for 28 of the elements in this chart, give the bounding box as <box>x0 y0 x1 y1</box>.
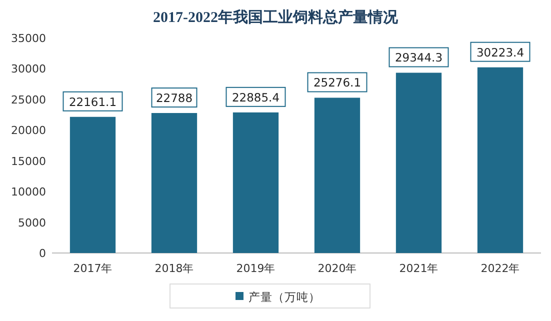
x-tick-label: 2017年 <box>73 262 112 275</box>
data-label: 25276.1 <box>313 76 362 90</box>
x-tick-label: 2022年 <box>480 262 520 275</box>
data-label: 22788 <box>156 91 193 106</box>
data-label: 22161.1 <box>68 94 117 109</box>
legend-label: 产量（万吨） <box>248 290 320 304</box>
x-tick-label: 2020年 <box>318 262 357 275</box>
x-tick-label: 2021年 <box>399 262 438 275</box>
bar <box>232 112 279 253</box>
bar <box>396 72 442 253</box>
y-tick-label: 5000 <box>18 216 46 230</box>
bar <box>151 113 198 253</box>
data-label: 29344.3 <box>394 50 443 65</box>
data-label: 22885.4 <box>232 90 280 104</box>
x-tick-label: 2019年 <box>236 262 276 275</box>
y-tick-label: 10000 <box>11 186 46 199</box>
bar <box>70 116 116 253</box>
y-tick-label: 15000 <box>11 154 46 168</box>
y-tick-label: 35000 <box>11 32 46 45</box>
data-label: 30223.4 <box>476 45 524 60</box>
y-tick-label: 0 <box>39 247 46 260</box>
y-tick-label: 25000 <box>11 93 46 106</box>
x-tick-label: 2018年 <box>154 262 194 275</box>
bar <box>314 98 360 253</box>
chart-title: 2017-2022年我国工业饲料总产量情况 <box>153 9 399 26</box>
y-tick-label: 30000 <box>11 62 46 76</box>
y-tick-label: 20000 <box>11 124 46 138</box>
bar <box>477 67 524 253</box>
